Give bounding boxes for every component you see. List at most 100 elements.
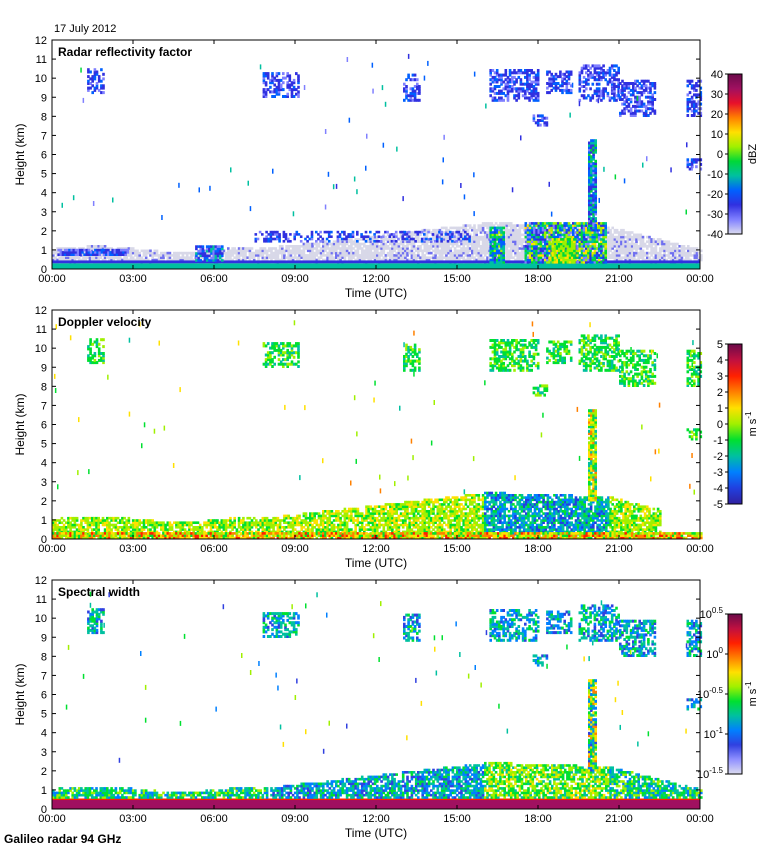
echo-pixel: [192, 251, 195, 255]
echo-pixel: [377, 240, 381, 243]
echo-pixel: [508, 78, 512, 82]
echo-pixel: [509, 224, 513, 227]
echo-pixel: [607, 245, 610, 248]
echo-pixel: [590, 201, 593, 205]
echo-pixel: [550, 88, 553, 92]
echo-pixel: [551, 247, 555, 250]
echo-pixel: [347, 247, 351, 250]
echo-pixel: [533, 238, 536, 241]
echo-pixel: [617, 238, 621, 241]
echo-pixel: [552, 75, 556, 79]
echo-pixel: [451, 231, 455, 234]
echo-pixel: [190, 251, 193, 255]
echo-pixel: [564, 242, 568, 246]
echo-pixel: [233, 249, 236, 253]
echo-pixel: [676, 242, 679, 246]
echo-pixel: [588, 219, 591, 223]
echo-pixel: [451, 238, 455, 241]
echo-pixel: [265, 230, 268, 234]
echo-pixel: [466, 242, 470, 246]
echo-pixel: [520, 251, 524, 255]
echo-pixel: [451, 251, 455, 255]
echo-pixel: [609, 249, 612, 253]
echo-pixel: [627, 86, 631, 90]
echo-pixel: [522, 247, 526, 250]
echo-pixel: [276, 249, 280, 253]
echo-pixel: [440, 242, 444, 246]
echo-pixel: [199, 249, 202, 253]
echo-pixel: [595, 87, 599, 91]
echo-pixel: [602, 226, 605, 230]
echo-pixel: [298, 251, 301, 255]
echo-pixel: [447, 238, 450, 241]
echo-pixel: [556, 228, 560, 232]
echo-pixel: [408, 251, 411, 255]
echo-pixel: [686, 79, 690, 83]
echo-pixel: [468, 249, 472, 253]
echo-pixel: [468, 235, 471, 238]
echo-pixel: [590, 164, 593, 168]
echo-pixel: [611, 238, 614, 241]
echo-pixel: [604, 228, 607, 232]
echo-pixel: [265, 256, 269, 259]
echo-pixel: [654, 249, 658, 253]
echo-pixel: [227, 249, 230, 253]
echo-pixel: [564, 258, 568, 262]
echo-pixel: [71, 256, 74, 259]
echo-pixel: [283, 256, 286, 259]
echo-pixel: [315, 251, 319, 255]
echo-pixel: [287, 258, 290, 262]
echo-pixel: [493, 85, 497, 88]
echo-pixel: [475, 258, 478, 262]
echo-pixel: [516, 251, 519, 255]
echo-pixel: [524, 249, 528, 253]
echo-pixel: [639, 251, 643, 255]
echo-pixel: [526, 96, 529, 100]
echo-pixel: [589, 87, 592, 91]
echo-pixel: [582, 224, 586, 227]
echo-pixel: [300, 249, 303, 253]
echo-pixel: [466, 235, 470, 239]
echo-pixel: [343, 233, 346, 236]
echo-pixel: [71, 247, 74, 250]
echo-pixel: [119, 247, 122, 250]
echo-pixel: [407, 98, 410, 102]
echo-pixel: [663, 256, 666, 259]
echo-pixel: [580, 235, 584, 239]
echo-pixel: [595, 224, 599, 227]
echo-pixel: [317, 258, 321, 262]
echo-pixel: [555, 240, 559, 243]
echo-pixel: [591, 82, 595, 86]
echo-pixel: [138, 258, 141, 262]
echo-pixel: [582, 251, 586, 255]
echo-pixel: [98, 248, 101, 252]
echo-pixel: [267, 240, 271, 243]
echo-pixel: [410, 233, 414, 237]
echo-pixel: [541, 258, 545, 262]
echo-pixel: [286, 95, 289, 98]
echo-pixel: [639, 249, 643, 253]
echo-pixel: [608, 98, 612, 102]
echo-pixel: [248, 258, 252, 262]
echo-pixel: [345, 240, 349, 243]
echo-pixel: [693, 86, 696, 90]
echo-pixel: [486, 222, 489, 225]
echo-pixel: [524, 224, 528, 227]
echo-pixel: [588, 196, 591, 200]
echo-pixel: [379, 240, 383, 243]
echo-pixel: [582, 226, 586, 230]
echo-pixel: [255, 251, 258, 255]
echo-pixel: [617, 245, 621, 248]
echo-pixel: [304, 237, 307, 241]
echo-pixel: [526, 82, 529, 86]
echo-pixel: [580, 254, 584, 257]
echo-pixel: [607, 238, 610, 241]
echo-pixel: [319, 249, 323, 253]
echo-pixel: [126, 248, 130, 252]
echo-pixel: [609, 231, 612, 234]
echo-pixel: [650, 249, 653, 253]
echo-pixel: [68, 248, 71, 252]
echo-pixel: [502, 233, 505, 237]
echo-pixel: [481, 240, 485, 243]
echo-pixel: [528, 249, 532, 253]
